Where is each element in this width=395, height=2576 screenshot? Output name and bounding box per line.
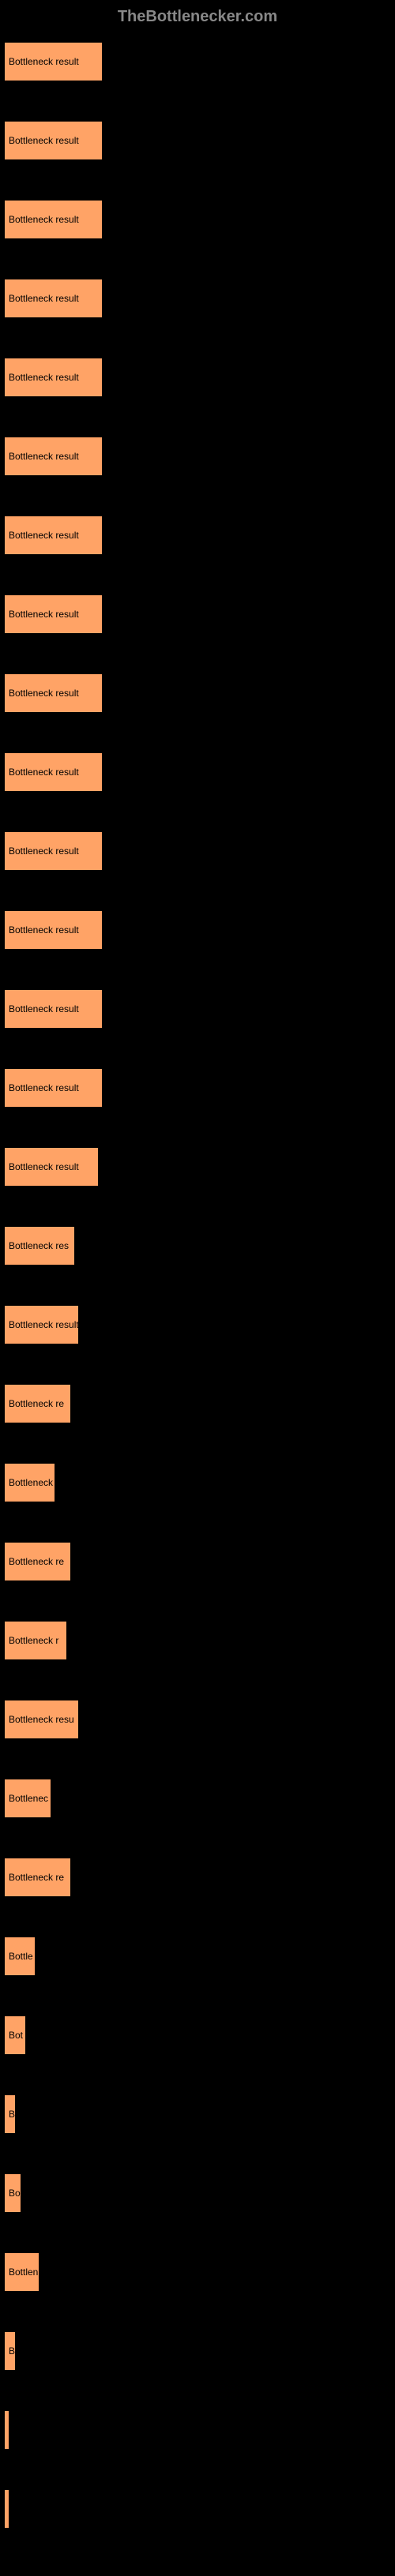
bar-row: Bottle bbox=[4, 1937, 391, 1996]
bar-label: Bottleneck result bbox=[9, 846, 79, 857]
bar-row: Bottleneck result bbox=[4, 1147, 391, 1206]
bar-row: Bottleneck re bbox=[4, 1858, 391, 1917]
bar-row: Bottleneck result bbox=[4, 910, 391, 969]
bar-row: Bottleneck resu bbox=[4, 1700, 391, 1759]
chart-bar: B bbox=[4, 2094, 16, 2134]
site-title: TheBottlenecker.com bbox=[118, 8, 277, 25]
bar-row: Bot bbox=[4, 2015, 391, 2075]
bottleneck-chart: Bottleneck result Bottleneck result Bottle… bbox=[4, 42, 391, 2548]
bar-label: B bbox=[9, 2109, 15, 2120]
chart-bar: Bottleneck result bbox=[4, 437, 103, 476]
bar-row: Bottleneck re bbox=[4, 1542, 391, 1601]
bar-row: Bo bbox=[4, 2173, 391, 2233]
chart-bar: Bottleneck result bbox=[4, 121, 103, 160]
bar-row: Bottleneck res bbox=[4, 1226, 391, 1285]
bar-label: Bottleneck bbox=[9, 1477, 53, 1488]
bar-row: Bottleneck result bbox=[4, 437, 391, 496]
bar-row: Bottleneck result bbox=[4, 42, 391, 101]
chart-bar: Bottleneck re bbox=[4, 1384, 71, 1423]
chart-bar: Bottleneck result bbox=[4, 989, 103, 1029]
bar-row: Bottleneck result bbox=[4, 831, 391, 891]
bar-label: B bbox=[9, 2345, 15, 2357]
bar-label: Bottleneck res bbox=[9, 1240, 69, 1251]
bar-label: Bottleneck re bbox=[9, 1556, 64, 1567]
bar-row: Bottleneck result bbox=[4, 121, 391, 180]
bar-label: Bottleneck result bbox=[9, 688, 79, 699]
bar-row: Bottleneck result bbox=[4, 594, 391, 654]
bar-label: Bottleneck result bbox=[9, 1003, 79, 1014]
bar-label: Bottleneck result bbox=[9, 293, 79, 304]
bar-row bbox=[4, 2410, 391, 2469]
chart-bar bbox=[4, 2410, 9, 2450]
bar-row: Bottleneck result bbox=[4, 989, 391, 1048]
bar-row: Bottleneck result bbox=[4, 200, 391, 259]
bar-label: Bottleneck result bbox=[9, 56, 79, 67]
chart-bar: Bottleneck res bbox=[4, 1226, 75, 1266]
bar-label: Bottleneck re bbox=[9, 1398, 64, 1409]
chart-bar: Bottleneck result bbox=[4, 673, 103, 713]
bar-row bbox=[4, 2489, 391, 2548]
bar-label: Bottleneck result bbox=[9, 1082, 79, 1093]
bar-label: Bottleneck result bbox=[9, 767, 79, 778]
chart-bar: Bottleneck result bbox=[4, 200, 103, 239]
bar-label: Bottleneck result bbox=[9, 1319, 79, 1330]
bar-label: Bottleneck result bbox=[9, 214, 79, 225]
bar-label: Bottleneck result bbox=[9, 924, 79, 936]
chart-bar: B bbox=[4, 2331, 16, 2371]
bar-row: Bottleneck result bbox=[4, 516, 391, 575]
chart-bar: Bottleneck re bbox=[4, 1542, 71, 1581]
bar-label: Bottleneck resu bbox=[9, 1714, 74, 1725]
chart-bar: Bottlenec bbox=[4, 1779, 51, 1818]
bar-row: Bottleneck result bbox=[4, 279, 391, 338]
chart-bar: Bottleneck result bbox=[4, 358, 103, 397]
chart-bar: Bottleneck r bbox=[4, 1621, 67, 1660]
bar-label: Bottleneck result bbox=[9, 372, 79, 383]
bar-label: Bottlenec bbox=[9, 1793, 48, 1804]
bar-row: B bbox=[4, 2094, 391, 2154]
bar-label: Bottleneck result bbox=[9, 451, 79, 462]
bar-row: Bottleneck bbox=[4, 1463, 391, 1522]
chart-bar: Bot bbox=[4, 2015, 26, 2055]
chart-bar bbox=[4, 2489, 9, 2529]
bar-row: B bbox=[4, 2331, 391, 2390]
bar-label: Bottleneck r bbox=[9, 1635, 58, 1646]
site-header: TheBottlenecker.com bbox=[4, 8, 391, 26]
bar-label: Bottle bbox=[9, 1951, 33, 1962]
bar-label: Bo bbox=[9, 2188, 21, 2199]
bar-row: Bottleneck result bbox=[4, 358, 391, 417]
chart-bar: Bottleneck result bbox=[4, 516, 103, 555]
bar-label: Bottlen bbox=[9, 2267, 38, 2278]
chart-bar: Bottleneck result bbox=[4, 594, 103, 634]
chart-bar: Bottleneck result bbox=[4, 1305, 79, 1344]
chart-bar: Bottleneck result bbox=[4, 1147, 99, 1187]
bar-label: Bot bbox=[9, 2030, 23, 2041]
bar-row: Bottleneck re bbox=[4, 1384, 391, 1443]
bar-row: Bottlen bbox=[4, 2252, 391, 2312]
chart-bar: Bottleneck result bbox=[4, 831, 103, 871]
bar-row: Bottleneck result bbox=[4, 1068, 391, 1127]
bar-row: Bottlenec bbox=[4, 1779, 391, 1838]
chart-bar: Bottle bbox=[4, 1937, 36, 1976]
bar-row: Bottleneck r bbox=[4, 1621, 391, 1680]
bar-label: Bottleneck result bbox=[9, 609, 79, 620]
bar-label: Bottleneck result bbox=[9, 1161, 79, 1172]
chart-bar: Bottleneck result bbox=[4, 1068, 103, 1108]
bar-row: Bottleneck result bbox=[4, 673, 391, 733]
bar-label: Bottleneck result bbox=[9, 135, 79, 146]
bar-label: Bottleneck result bbox=[9, 530, 79, 541]
chart-bar: Bottleneck bbox=[4, 1463, 55, 1502]
chart-bar: Bottleneck result bbox=[4, 42, 103, 81]
chart-bar: Bottleneck result bbox=[4, 752, 103, 792]
chart-bar: Bo bbox=[4, 2173, 21, 2213]
chart-bar: Bottleneck result bbox=[4, 910, 103, 950]
bar-label: Bottleneck re bbox=[9, 1872, 64, 1883]
bar-row: Bottleneck result bbox=[4, 1305, 391, 1364]
chart-bar: Bottleneck result bbox=[4, 279, 103, 318]
chart-bar: Bottleneck resu bbox=[4, 1700, 79, 1739]
chart-bar: Bottleneck re bbox=[4, 1858, 71, 1897]
chart-bar: Bottlen bbox=[4, 2252, 40, 2292]
bar-row: Bottleneck result bbox=[4, 752, 391, 812]
